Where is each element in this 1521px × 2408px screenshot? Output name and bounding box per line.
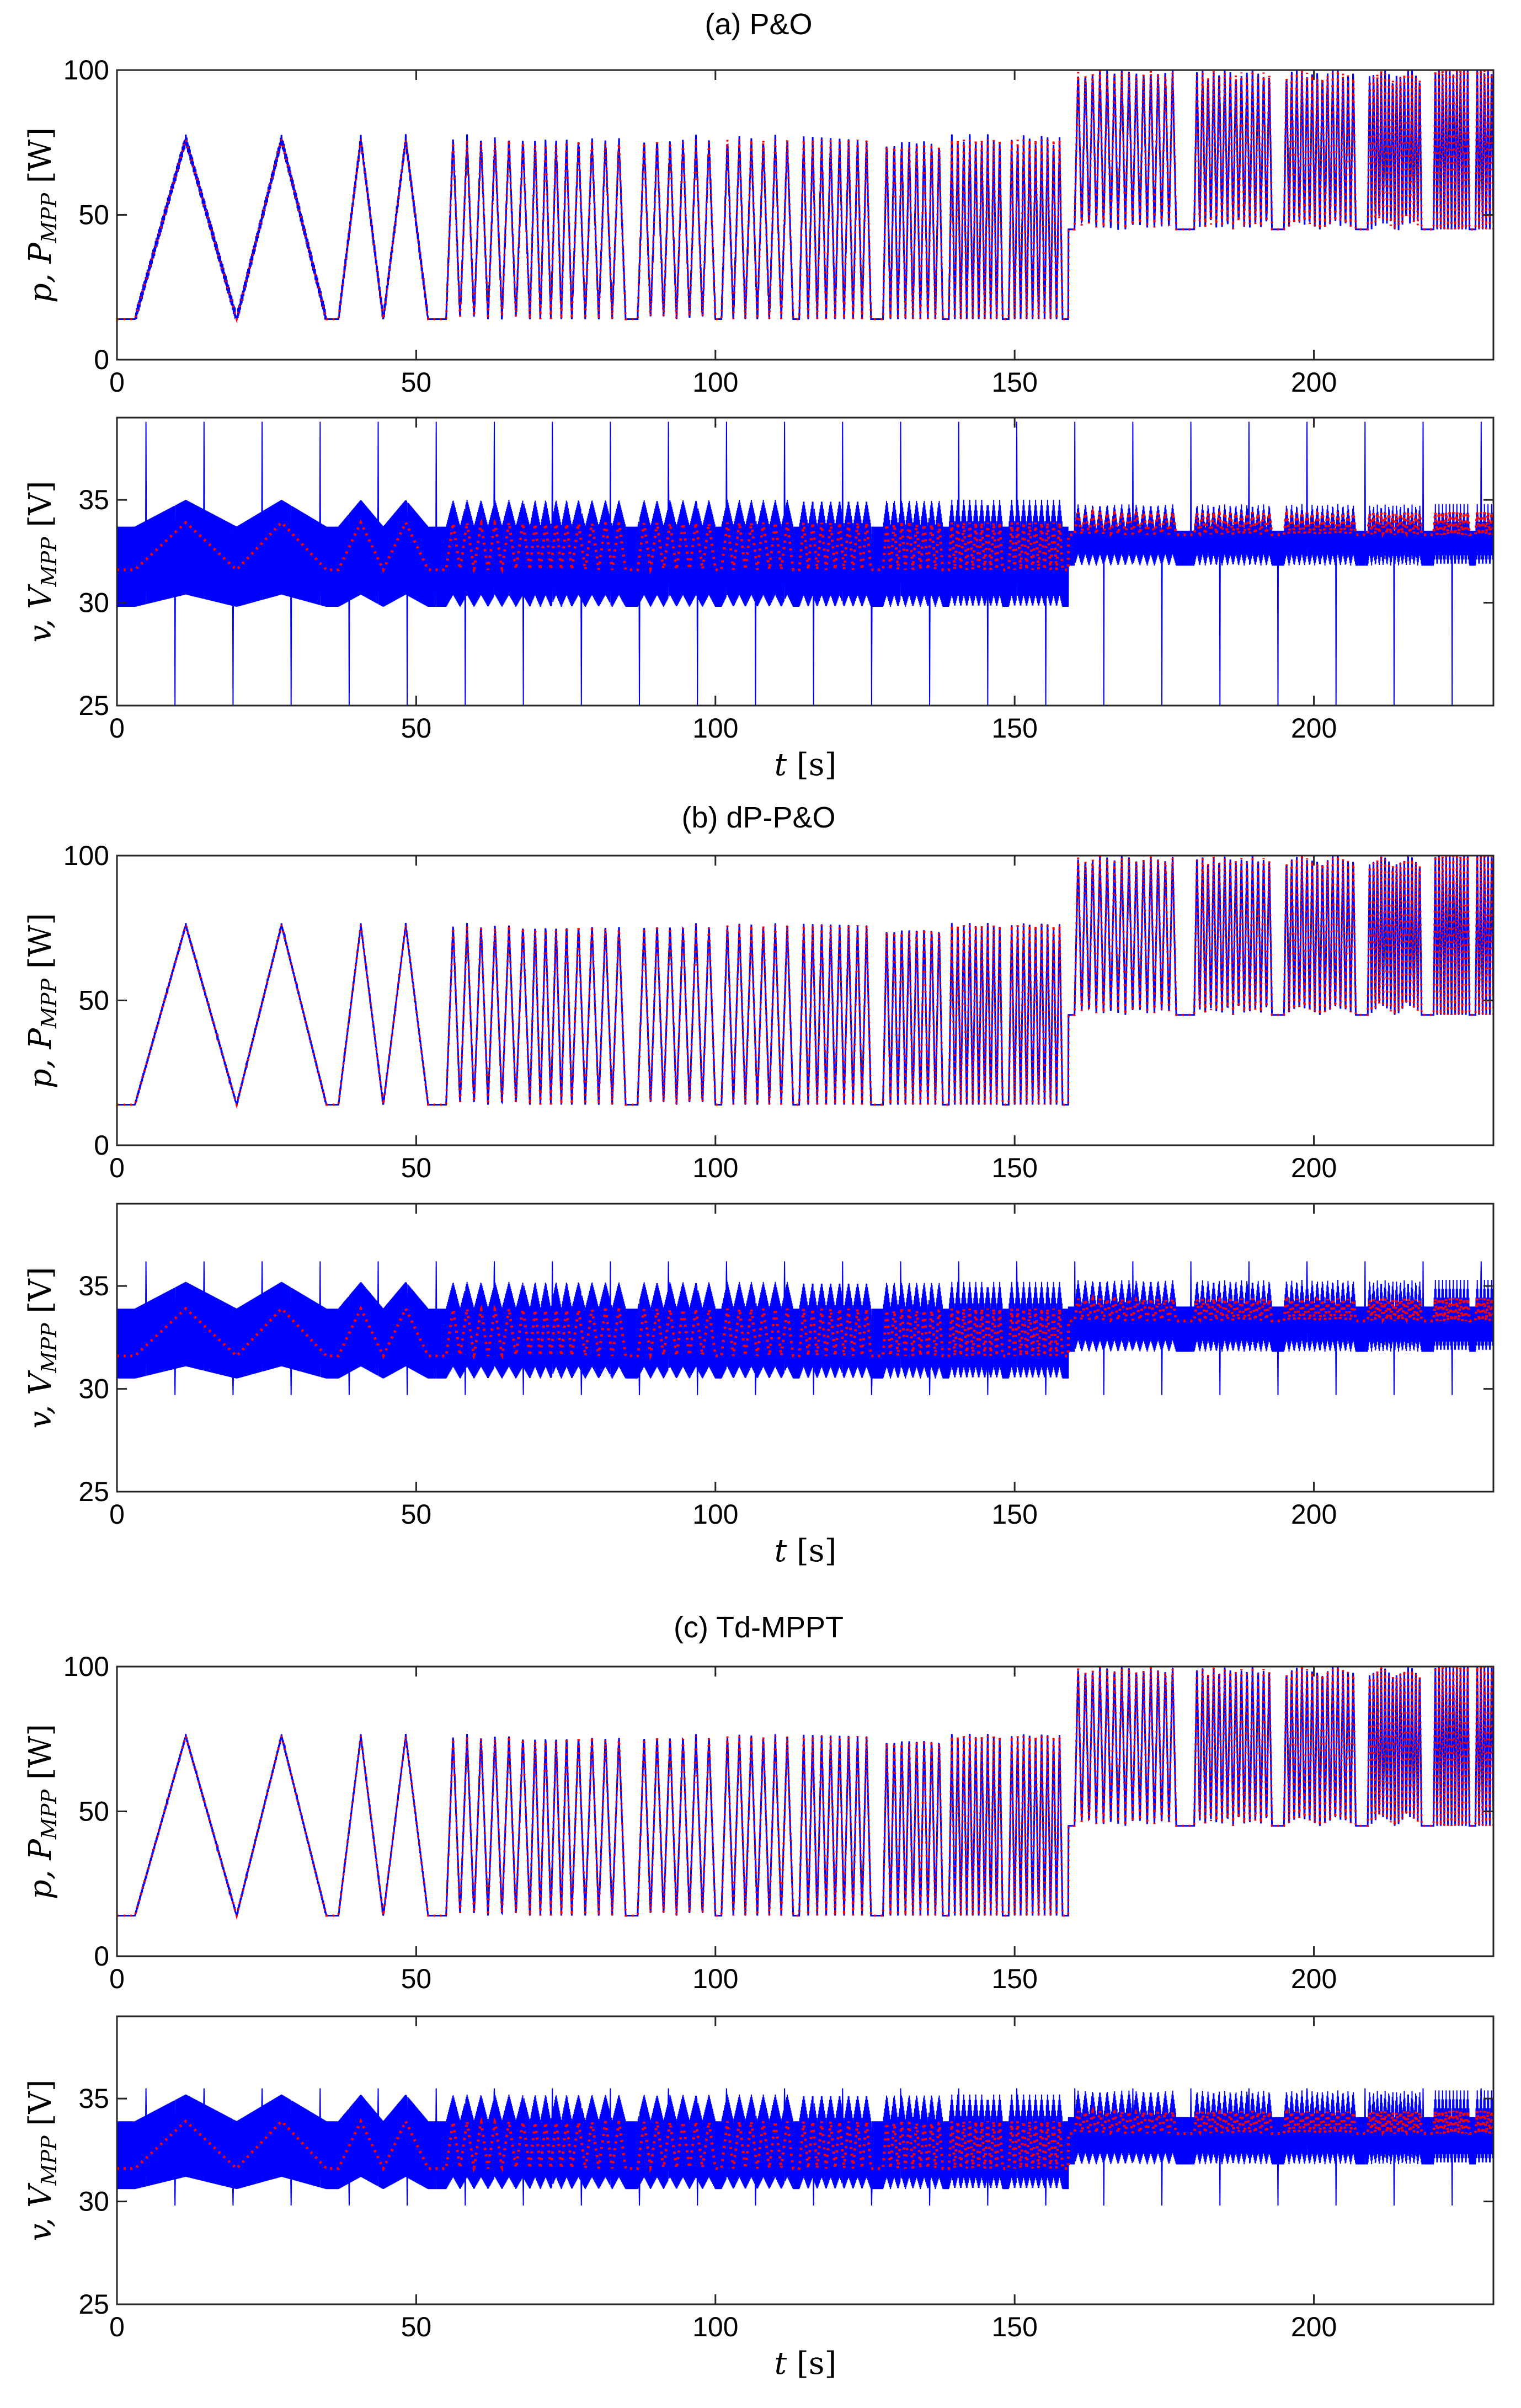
x-tick-label: 50 [401, 1963, 432, 1994]
y-tick-label: 25 [78, 690, 109, 721]
x-tick-label: 150 [991, 367, 1037, 398]
series-reference-voltage [117, 1293, 1493, 1361]
panel-b-power: 0 50 100 150 200 0 50 100 [63, 840, 1495, 1183]
axes-frame [116, 1203, 1495, 1493]
ylabel-a-power: p, PMPP [W] [23, 127, 61, 303]
xlabel-a: t [s] [775, 747, 837, 783]
title-c: (c) Td-MPPT [674, 1611, 844, 1644]
y-tick-label: 35 [78, 2083, 109, 2114]
x-tick-label: 0 [109, 2311, 125, 2342]
y-tick-label: 100 [63, 55, 109, 86]
x-tick-label: 150 [991, 713, 1037, 744]
series-measured-voltage [117, 421, 1493, 706]
y-tick-label: 30 [78, 1374, 109, 1405]
y-tick-label: 35 [78, 484, 109, 515]
panel-b-voltage: 0 50 100 150 200 25 30 35 [78, 1203, 1495, 1530]
axes-frame [116, 417, 1495, 707]
ylabel-c-power: p, PMPP [W] [23, 1724, 61, 1899]
y-tick-label: 50 [78, 200, 109, 231]
x-tick-label: 200 [1291, 2311, 1337, 2342]
x-tick-label: 200 [1291, 1499, 1337, 1530]
ylabel-c-voltage: v, VMPP [V] [23, 2079, 61, 2241]
plot-content [117, 1667, 1493, 1920]
y-tick-label: 30 [78, 588, 109, 618]
plot-content [117, 856, 1493, 1109]
x-tick-label: 0 [109, 367, 125, 398]
x-tick-label: 50 [401, 2311, 432, 2342]
y-tick-label: 30 [78, 2186, 109, 2217]
y-tick-label: 100 [63, 840, 109, 871]
y-tick-label: 50 [78, 985, 109, 1016]
series-measured-power [117, 1667, 1493, 1919]
panel-a-voltage: 0 50 100 150 200 25 30 35 [78, 417, 1495, 744]
ylabel-b-voltage: v, VMPP [V] [23, 1267, 61, 1428]
y-tick-label: 50 [78, 1796, 109, 1827]
xlabel-b: t [s] [775, 1533, 837, 1569]
x-tick-label: 150 [991, 1152, 1037, 1183]
plot-content [117, 1261, 1493, 1395]
x-tick-label: 150 [991, 1963, 1037, 1994]
ylabel-a-voltage: v, VMPP [V] [23, 480, 61, 642]
x-tick-label: 0 [109, 713, 125, 744]
panel-a-power: 0 50 100 150 200 0 50 100 [63, 55, 1495, 398]
xlabel-c: t [s] [775, 2346, 837, 2382]
y-tick-label: 35 [78, 1270, 109, 1301]
x-tick-label: 200 [1291, 713, 1337, 744]
plot-content [117, 2088, 1493, 2206]
x-tick-label: 200 [1291, 1963, 1337, 1994]
x-tick-label: 150 [991, 1499, 1037, 1530]
x-tick-label: 50 [401, 713, 432, 744]
y-tick-label: 100 [63, 1651, 109, 1682]
x-tick-label: 100 [692, 1499, 738, 1530]
y-tick-label: 25 [78, 1476, 109, 1507]
x-tick-label: 100 [692, 2311, 738, 2342]
title-a: (a) P&O [705, 8, 812, 41]
series-measured-power [117, 856, 1493, 1108]
x-tick-label: 50 [401, 367, 432, 398]
x-tick-label: 200 [1291, 367, 1337, 398]
x-tick-label: 100 [692, 713, 738, 744]
panel-c-power: 0 50 100 150 200 0 50 100 [63, 1651, 1495, 1994]
panel-c-voltage: 0 50 100 150 200 25 30 35 [78, 2015, 1495, 2342]
x-tick-label: 50 [401, 1499, 432, 1530]
y-tick-label: 0 [94, 1130, 109, 1161]
x-tick-label: 100 [692, 367, 738, 398]
x-tick-label: 0 [109, 1499, 125, 1530]
x-tick-label: 50 [401, 1152, 432, 1183]
y-tick-label: 0 [94, 344, 109, 375]
y-tick-label: 25 [78, 2289, 109, 2320]
x-tick-label: 0 [109, 1963, 125, 1994]
ylabel-b-power: p, PMPP [W] [23, 913, 61, 1088]
plot-content [117, 70, 1493, 324]
x-tick-label: 0 [109, 1152, 125, 1183]
x-tick-label: 150 [991, 2311, 1037, 2342]
series-reference-voltage [117, 507, 1493, 575]
x-tick-label: 100 [692, 1963, 738, 1994]
x-tick-label: 200 [1291, 1152, 1337, 1183]
y-tick-label: 0 [94, 1941, 109, 1972]
axes-frame [116, 2015, 1495, 2305]
title-b: (b) dP-P&O [681, 801, 835, 834]
series-reference-voltage [117, 2106, 1493, 2174]
x-tick-label: 100 [692, 1152, 738, 1183]
series-measured-voltage [117, 1261, 1493, 1395]
series-measured-voltage [117, 2088, 1493, 2206]
plot-content [117, 421, 1493, 706]
